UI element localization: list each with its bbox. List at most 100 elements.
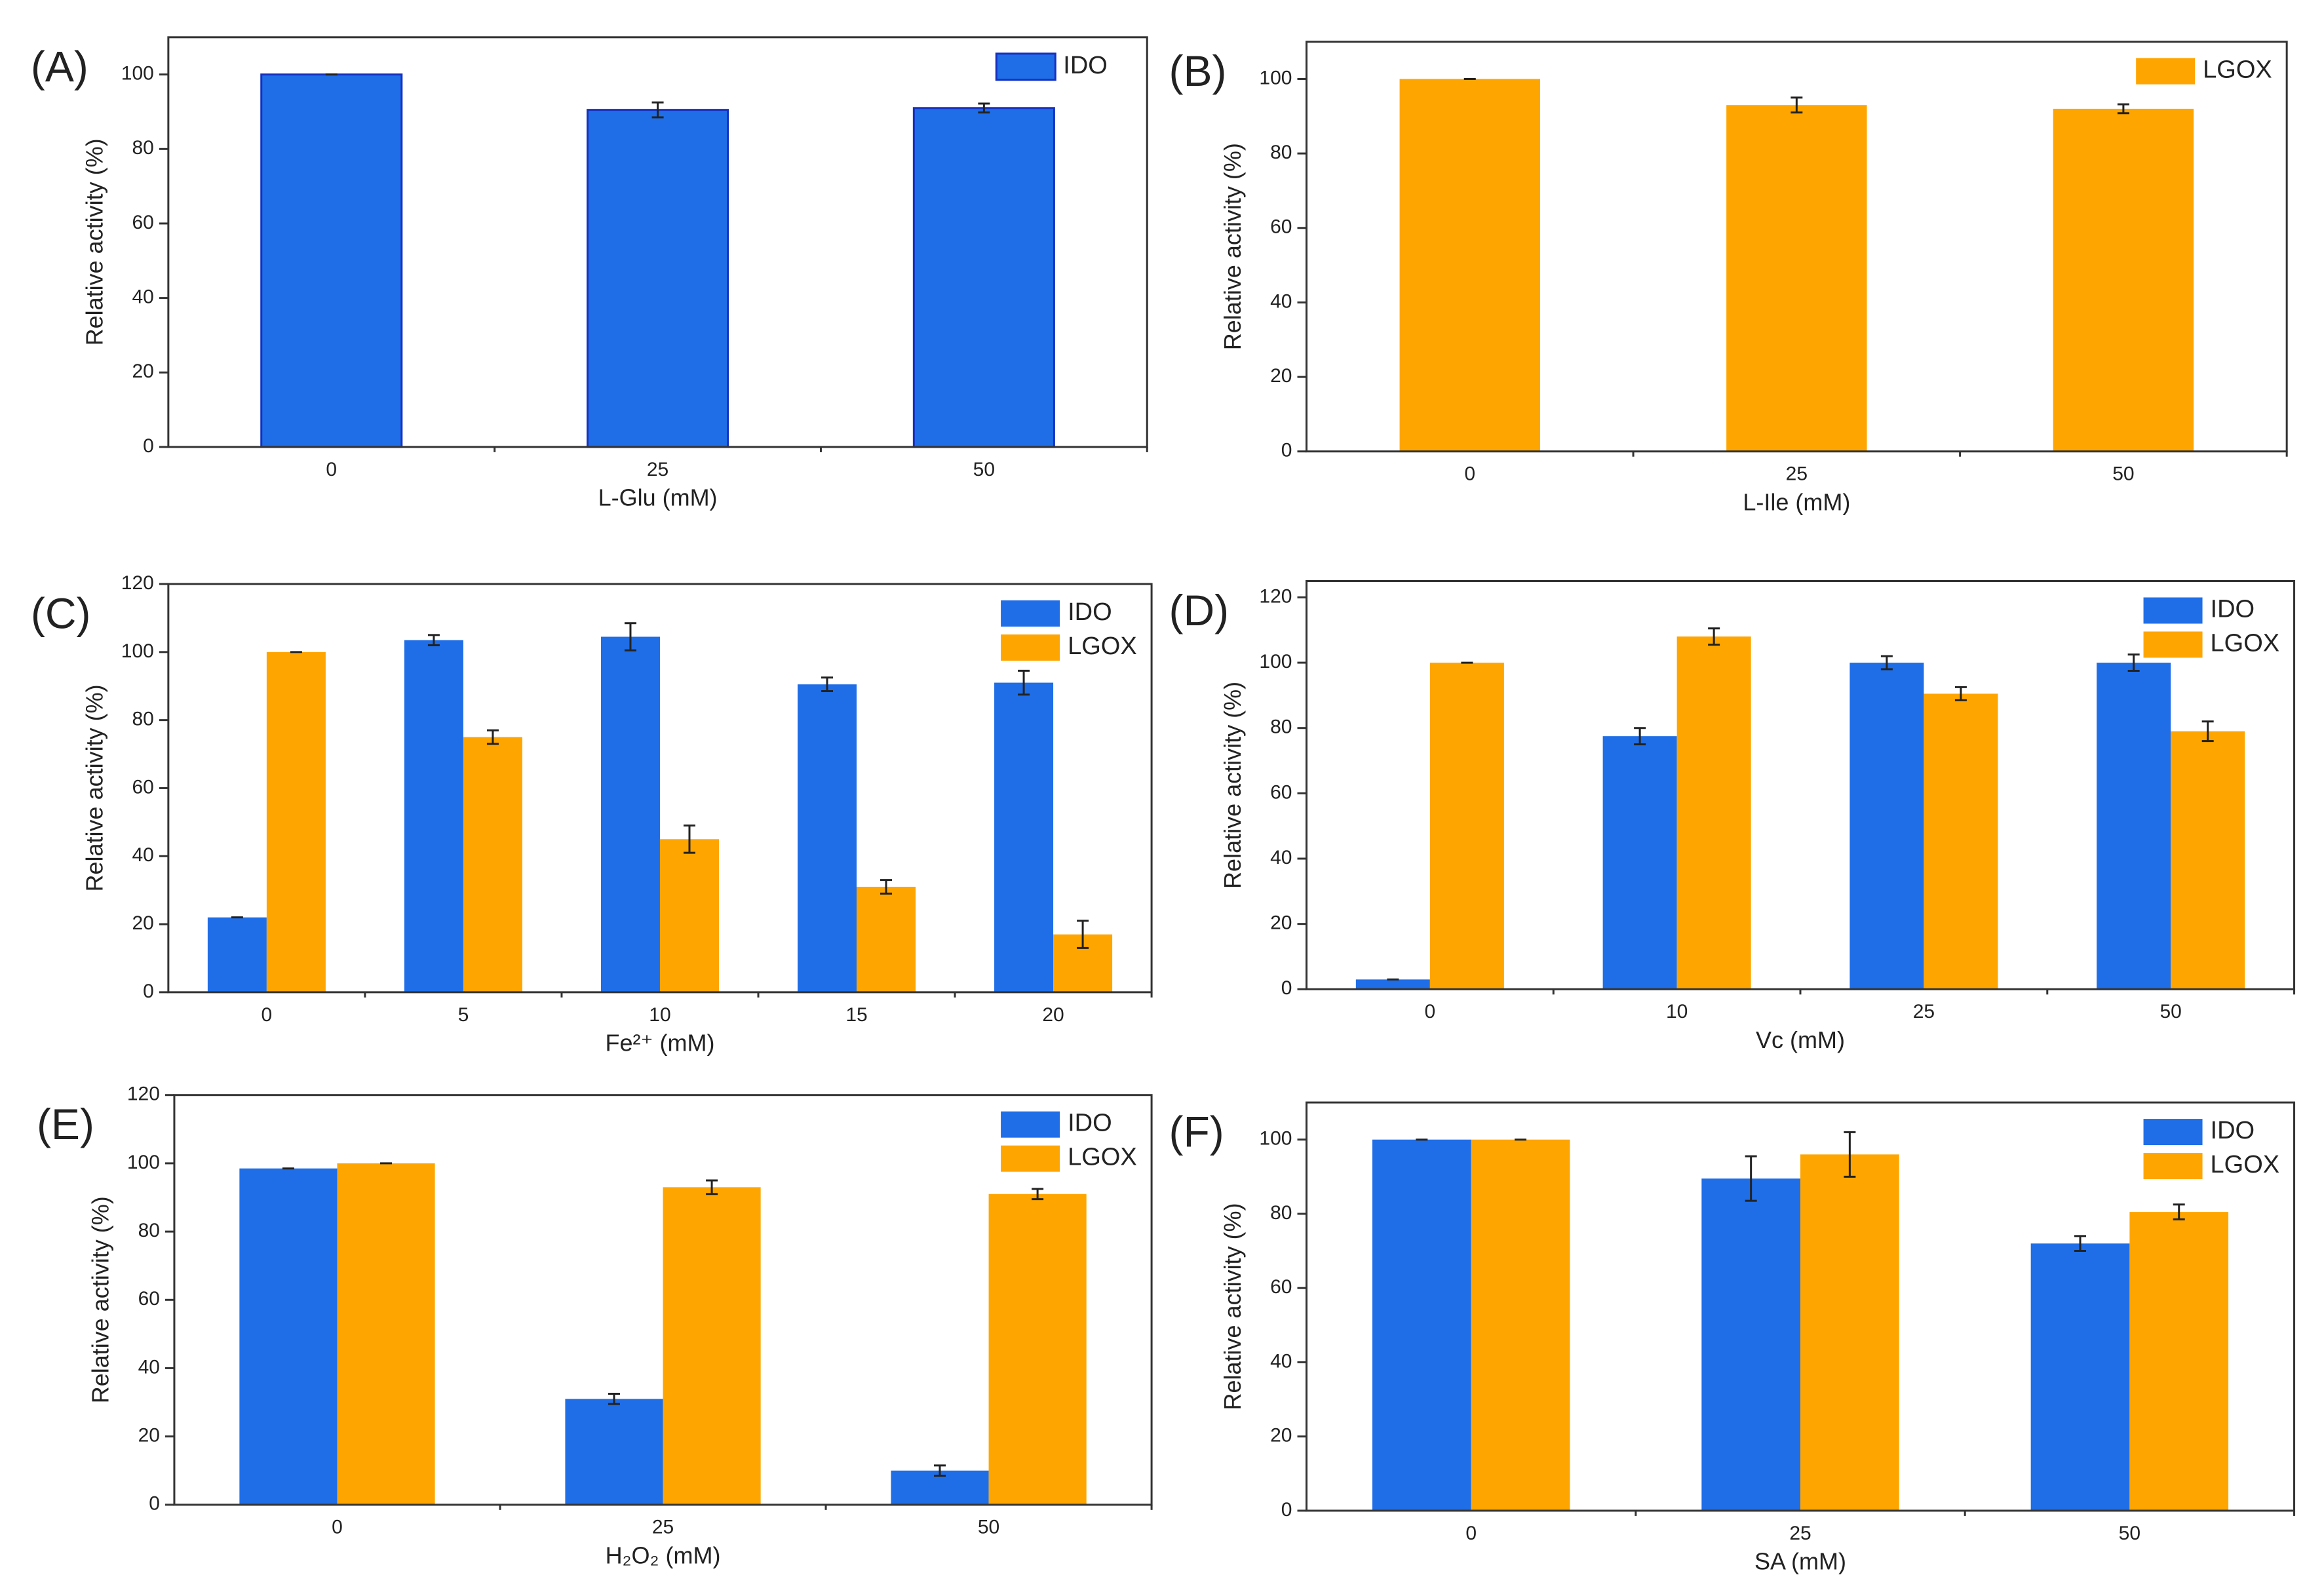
y-tick-label: 40 (1270, 847, 1292, 868)
y-tick-label: 60 (132, 776, 153, 798)
legend-label: IDO (1068, 1110, 1112, 1137)
bar (1726, 105, 1867, 452)
y-tick-label: 20 (132, 360, 153, 382)
y-tick-label: 0 (1281, 440, 1292, 461)
panel-label: (D) (1169, 586, 1229, 634)
y-tick-label: 120 (127, 1083, 160, 1105)
error-bar (486, 729, 499, 745)
x-tick-label: 0 (1425, 1001, 1436, 1022)
plot-frame (167, 36, 1148, 448)
bar (1850, 663, 1924, 990)
error-bar (1791, 96, 1803, 114)
x-tick-label: 25 (652, 1517, 674, 1538)
y-tick-label: 40 (132, 844, 153, 866)
y-tick-label: 0 (1281, 1499, 1292, 1521)
x-tick-label: 50 (2159, 1001, 2181, 1022)
panel-label: (C) (31, 589, 91, 637)
error-bar (624, 622, 636, 651)
bar (994, 682, 1054, 992)
error-bar (978, 102, 990, 114)
y-tick-label: 120 (1259, 585, 1292, 607)
y-tick-label: 80 (1270, 1202, 1292, 1224)
y-tick-label: 60 (1270, 1276, 1292, 1298)
plot-frame (1305, 1101, 2296, 1512)
x-tick-label: 0 (261, 1004, 273, 1026)
error-bar (683, 825, 695, 854)
bar (207, 917, 267, 992)
y-tick-label: 20 (132, 912, 153, 934)
y-axis-label: Relative activity (%) (81, 684, 107, 891)
legend-swatch (1001, 600, 1060, 627)
x-tick-label: 5 (458, 1004, 469, 1026)
y-tick-label: 60 (138, 1288, 160, 1310)
bar (1355, 979, 1430, 990)
y-axis-label: Relative activity (%) (1219, 682, 1246, 889)
legend-label: IDO (2211, 596, 2255, 623)
error-bar (1032, 1188, 1044, 1201)
y-tick-label: 0 (143, 435, 154, 457)
y-tick-label: 40 (132, 286, 153, 308)
bar (1800, 1154, 1899, 1511)
y-tick-label: 80 (1270, 716, 1292, 738)
y-tick-label: 80 (138, 1220, 160, 1241)
bar (1676, 636, 1751, 990)
error-bar (2074, 1235, 2087, 1253)
x-axis-label: L-Glu (mM) (598, 484, 718, 511)
error-bar (2117, 103, 2129, 115)
x-tick-label: 0 (326, 459, 337, 480)
error-bar (1018, 669, 1030, 696)
y-tick-label: 20 (1270, 365, 1292, 387)
x-axis-label: Fe²⁺ (mM) (605, 1029, 714, 1056)
bar (1372, 1139, 1471, 1511)
y-tick-label: 80 (132, 709, 153, 730)
y-tick-label: 80 (1270, 142, 1292, 163)
legend-swatch (2143, 597, 2203, 624)
x-tick-label: 25 (1789, 1523, 1811, 1544)
bar (404, 640, 463, 992)
bar (463, 737, 522, 992)
bar (266, 651, 326, 992)
bar (912, 107, 1055, 448)
y-tick-label: 120 (121, 572, 154, 594)
bar (663, 1187, 761, 1505)
bar (1399, 79, 1540, 452)
legend-swatch (2143, 631, 2203, 658)
x-tick-label: 10 (1666, 1001, 1688, 1022)
y-axis-label: Relative activity (%) (1219, 1203, 1246, 1410)
legend-label: LGOX (1068, 1144, 1137, 1171)
x-tick-label: 25 (647, 459, 668, 480)
error-bar (427, 634, 440, 646)
error-bar (2173, 1203, 2185, 1220)
error-bar (651, 101, 664, 119)
y-tick-label: 100 (121, 63, 154, 85)
error-bar (1077, 920, 1089, 949)
bar (2129, 1212, 2229, 1511)
x-tick-label: 50 (973, 459, 995, 480)
bar (260, 73, 403, 448)
bar (239, 1168, 338, 1505)
y-tick-label: 40 (138, 1356, 160, 1378)
error-bar (608, 1393, 620, 1405)
y-tick-label: 60 (1270, 781, 1292, 803)
error-bar (1844, 1131, 1856, 1178)
bar (587, 109, 729, 448)
legend-label: LGOX (2211, 1151, 2280, 1178)
x-axis-label: Vc (mM) (1756, 1026, 1845, 1053)
error-bar (706, 1179, 718, 1196)
bar (659, 839, 719, 992)
bar (1924, 693, 1998, 990)
bar (565, 1399, 663, 1505)
bar (337, 1163, 435, 1505)
bar (1602, 736, 1677, 990)
bar (857, 886, 916, 992)
x-tick-label: 10 (649, 1004, 670, 1026)
x-axis-label: H₂O₂ (mM) (606, 1542, 721, 1568)
y-tick-label: 0 (1281, 977, 1292, 999)
y-tick-label: 100 (1259, 651, 1292, 672)
y-tick-label: 60 (132, 212, 153, 233)
x-axis-label: SA (mM) (1754, 1547, 1846, 1574)
legend-swatch (1001, 634, 1060, 661)
y-tick-label: 40 (1270, 1350, 1292, 1372)
